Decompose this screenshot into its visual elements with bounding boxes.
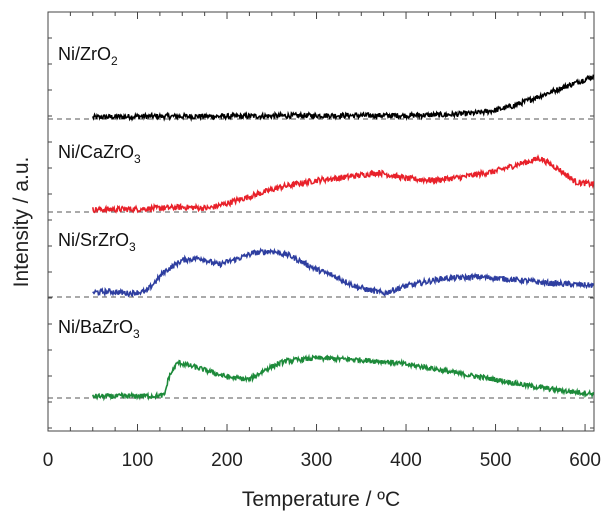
y-axis-label: Intensity / a.u.	[10, 157, 33, 288]
series-line	[92, 74, 595, 123]
series-label: Ni/BaZrO3	[58, 317, 140, 341]
x-tick-label: 0	[43, 450, 54, 471]
series-label: Ni/SrZrO3	[58, 230, 136, 254]
series-label: Ni/CaZrO3	[58, 142, 141, 166]
series-lines	[92, 74, 595, 402]
x-axis-ticks: 0 100 200 300 400 500 600	[43, 12, 601, 471]
x-tick-label: 200	[211, 450, 243, 471]
plot-frame	[47, 11, 595, 432]
series-label: Ni/ZrO2	[58, 44, 118, 68]
y-axis-ticks	[48, 37, 594, 429]
x-axis-label: Temperature / ºC	[242, 488, 400, 511]
series-line	[92, 247, 595, 298]
series-line	[92, 353, 595, 402]
series-line	[92, 153, 595, 214]
x-tick-label: 500	[480, 450, 512, 471]
x-tick-label: 100	[122, 450, 154, 471]
x-tick-label: 400	[390, 450, 422, 471]
x-tick-label: 300	[301, 450, 333, 471]
x-tick-label: 600	[569, 450, 601, 471]
